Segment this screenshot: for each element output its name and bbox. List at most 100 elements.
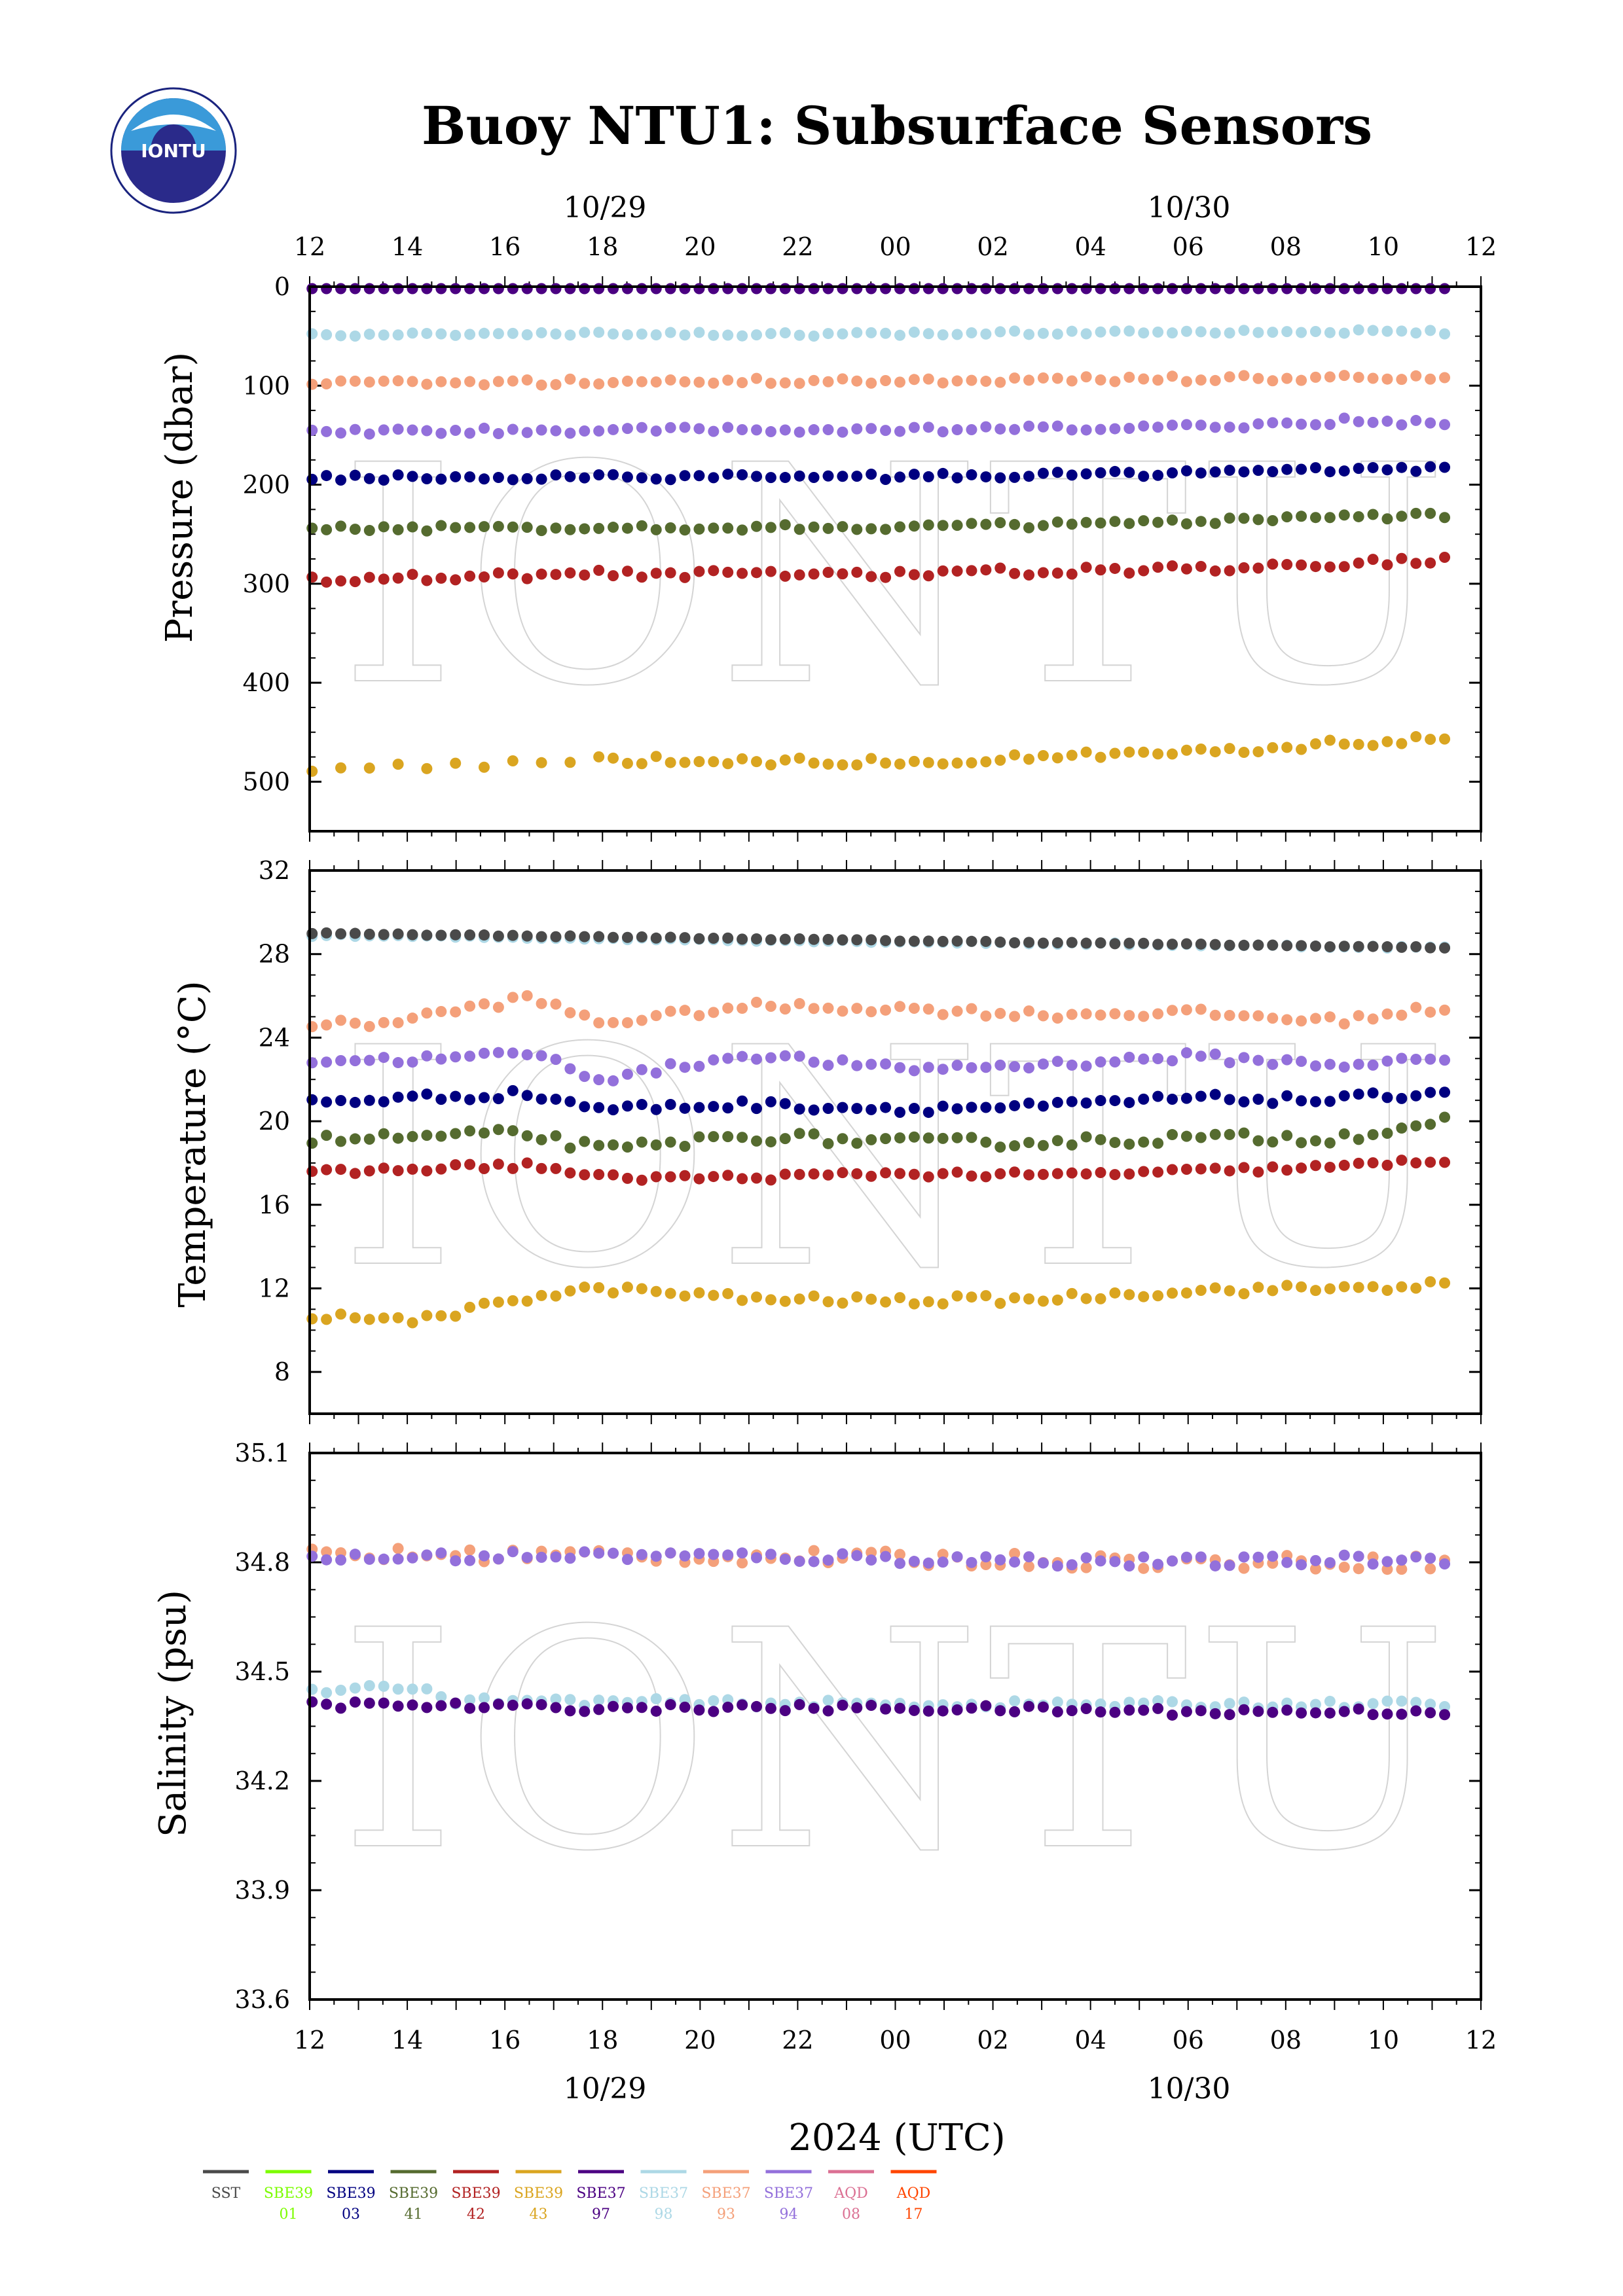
data-point <box>1396 1052 1408 1064</box>
data-point <box>937 1132 949 1144</box>
data-point <box>880 1102 892 1113</box>
data-point <box>994 562 1006 574</box>
data-point <box>593 1695 605 1706</box>
data-point <box>937 1168 949 1179</box>
data-point <box>450 1051 462 1063</box>
data-point <box>708 1101 720 1113</box>
data-point <box>1353 371 1364 383</box>
data-point <box>507 1085 519 1096</box>
data-point <box>1095 1698 1106 1710</box>
data-point <box>1324 418 1336 430</box>
data-point <box>994 1554 1006 1566</box>
data-point <box>1209 1282 1221 1294</box>
data-point <box>693 1548 705 1560</box>
data-point <box>1180 1092 1192 1104</box>
data-point <box>335 1094 347 1106</box>
data-point <box>808 1545 820 1556</box>
x-axis-label: 2024 (UTC) <box>788 2117 1005 2159</box>
data-point <box>1338 1090 1350 1102</box>
data-point <box>536 379 547 391</box>
data-point <box>908 1103 920 1115</box>
data-point <box>564 1694 576 1706</box>
data-point <box>1381 373 1393 385</box>
data-point <box>1167 327 1178 339</box>
data-point <box>908 1131 920 1143</box>
data-point <box>722 1102 734 1114</box>
data-point <box>1281 1556 1293 1568</box>
data-point <box>1209 422 1221 433</box>
data-point <box>765 759 776 771</box>
data-point <box>1367 1281 1379 1293</box>
x-tick-label-bottom: 00 <box>879 2026 911 2054</box>
data-point <box>1152 562 1164 573</box>
data-point <box>521 329 533 340</box>
data-point <box>966 757 977 768</box>
data-point <box>392 1132 404 1144</box>
data-point <box>1209 327 1221 339</box>
data-point <box>1109 283 1121 295</box>
series-SBE39_41 <box>306 507 1451 537</box>
data-point <box>1324 1058 1336 1070</box>
data-point <box>608 1287 619 1299</box>
data-point <box>1252 327 1264 338</box>
data-point <box>866 423 877 435</box>
data-point <box>321 1096 333 1108</box>
data-point <box>1066 1059 1078 1071</box>
data-point <box>1439 1701 1451 1713</box>
legend-id: 43 <box>530 2206 548 2223</box>
data-point <box>1023 937 1035 948</box>
data-point <box>1037 1701 1049 1713</box>
x-tick-label-top: 10 <box>1368 232 1399 261</box>
data-point <box>1180 563 1192 575</box>
series-SBE37_97 <box>306 1696 1451 1721</box>
data-point <box>1309 283 1321 295</box>
data-point <box>421 929 433 941</box>
data-point <box>679 329 691 341</box>
data-point <box>550 1130 562 1141</box>
data-point <box>450 424 462 436</box>
data-point <box>779 1705 791 1717</box>
data-point <box>693 1131 705 1143</box>
data-point <box>994 1141 1006 1153</box>
data-point <box>1138 1166 1150 1177</box>
data-point <box>550 379 562 391</box>
x-ticks: 1212141416161818202022220000020204040606… <box>294 232 1497 2054</box>
data-point <box>1381 1055 1393 1067</box>
data-point <box>521 990 533 1001</box>
data-point <box>521 473 533 484</box>
data-point <box>421 1130 433 1141</box>
data-point <box>1224 1165 1235 1177</box>
data-point <box>1195 743 1207 755</box>
data-point <box>1338 1128 1350 1139</box>
data-point <box>593 283 605 295</box>
data-point <box>1152 1166 1164 1178</box>
data-point <box>492 283 504 295</box>
data-point <box>1109 376 1121 387</box>
data-point <box>1309 1060 1321 1072</box>
data-point <box>536 568 547 580</box>
data-point <box>966 1132 977 1143</box>
data-point <box>1252 283 1264 295</box>
data-point <box>1324 561 1336 573</box>
data-point <box>1152 1053 1164 1065</box>
y-tick-label: 400 <box>242 668 290 697</box>
data-point <box>421 425 433 437</box>
data-point <box>966 935 977 947</box>
data-point <box>1367 1013 1379 1025</box>
data-point <box>507 474 519 486</box>
data-point <box>1338 1706 1350 1717</box>
data-point <box>851 1060 863 1071</box>
data-point <box>1138 373 1150 385</box>
data-point <box>708 932 720 944</box>
data-point <box>464 1125 476 1137</box>
data-point <box>464 1094 476 1105</box>
data-point <box>1009 567 1021 579</box>
data-point <box>335 1054 347 1066</box>
data-point <box>808 1003 820 1014</box>
data-point <box>335 1164 347 1175</box>
data-point <box>894 758 905 770</box>
data-point <box>1396 552 1408 564</box>
data-point <box>966 423 977 435</box>
data-point <box>1338 412 1350 424</box>
data-point <box>1080 424 1092 436</box>
